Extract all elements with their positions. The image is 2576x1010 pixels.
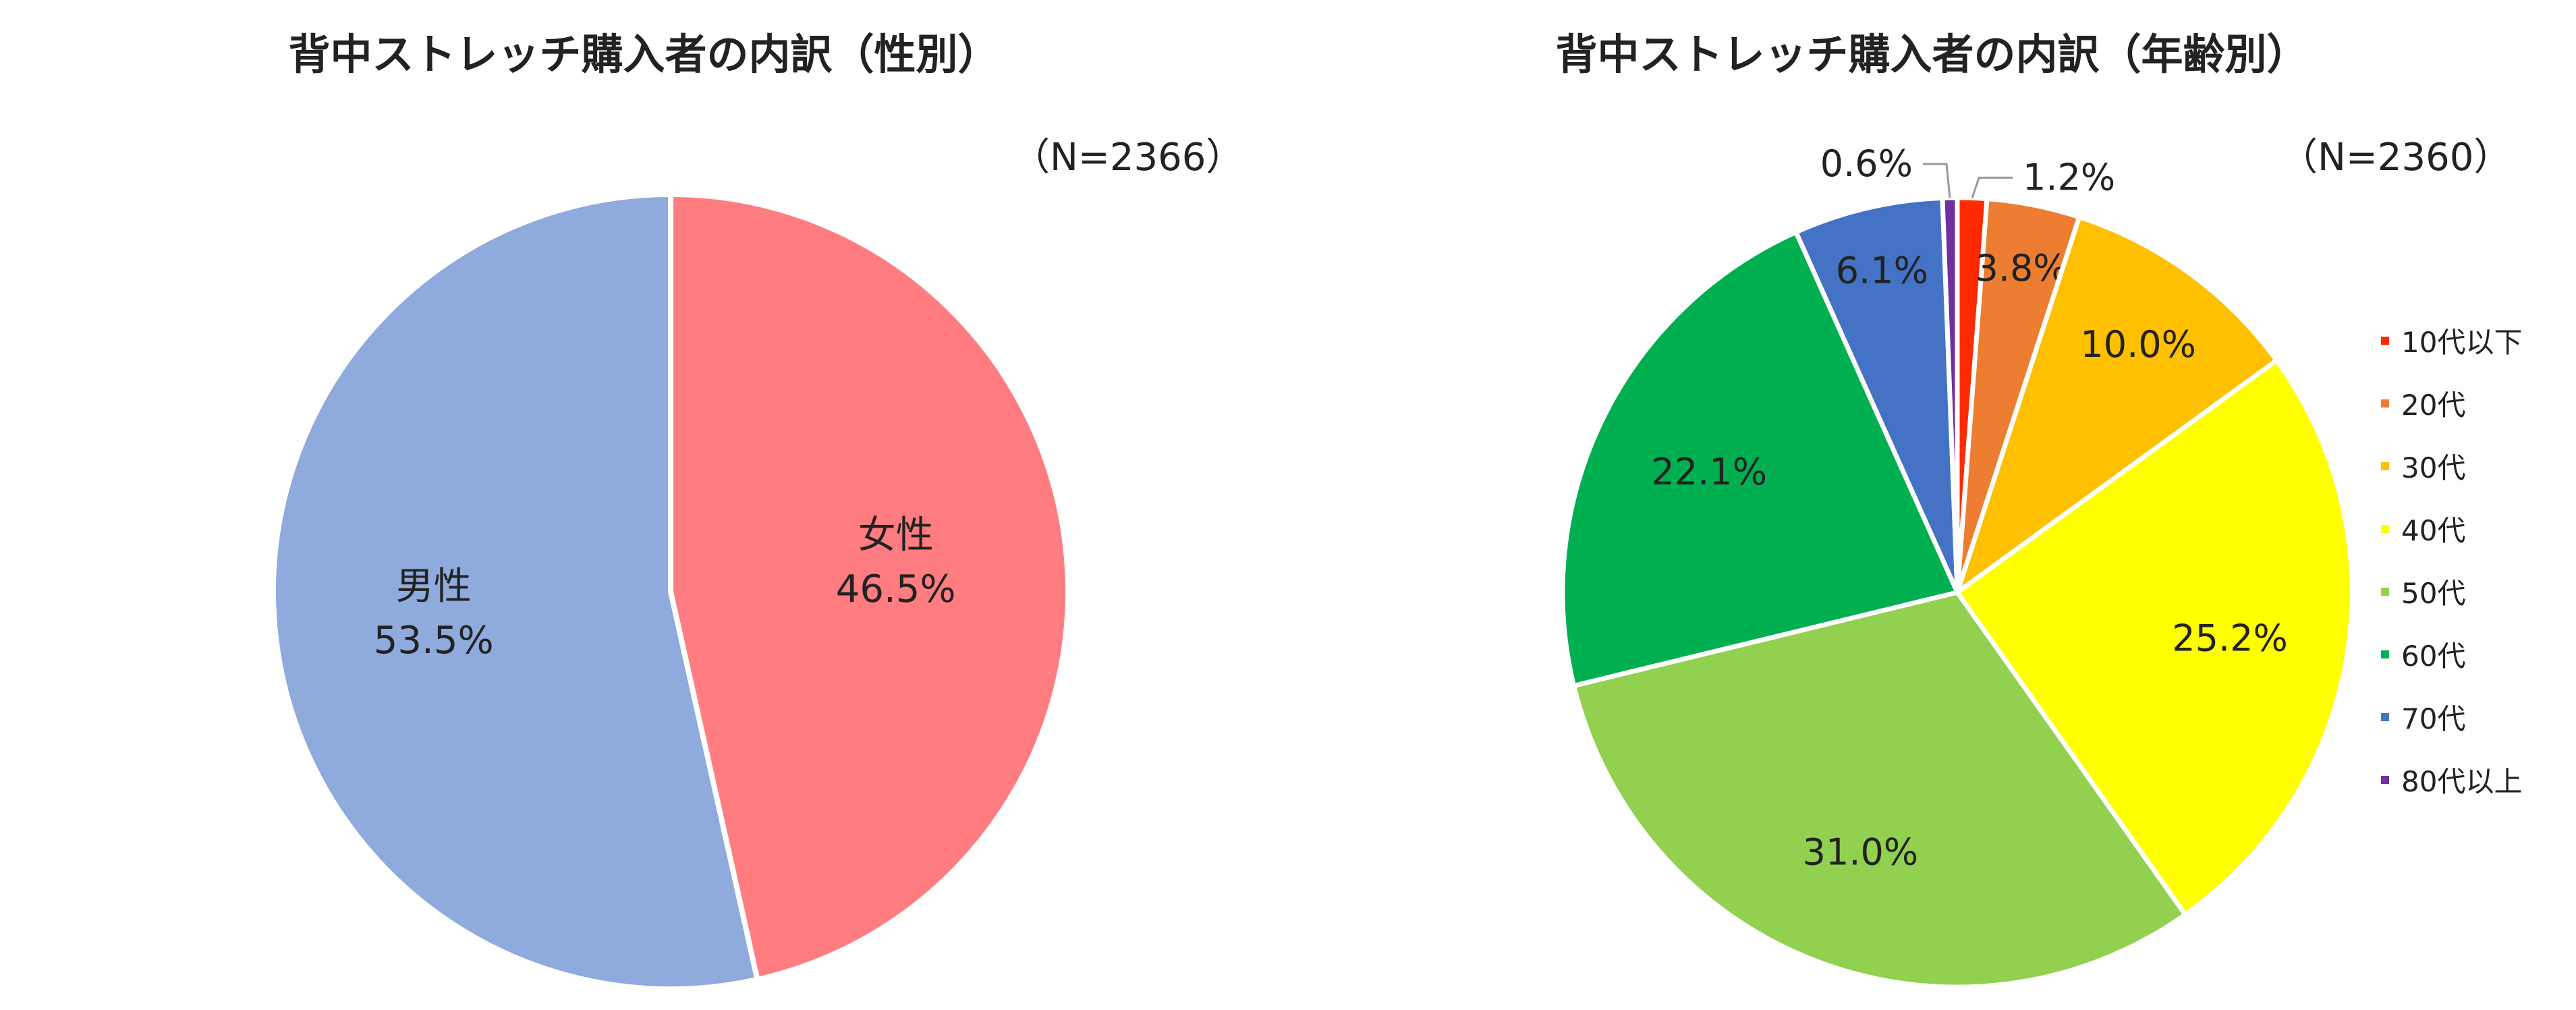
gender-pie-chart: 背中ストレッチ購入者の内訳（性別） （N=2366） 女性 46.5% 男性 53.5…: [270, 30, 1244, 992]
legend-label: 50代: [2401, 577, 2466, 610]
legend-swatch: [2381, 650, 2389, 658]
legend-item: 80代以上: [2381, 748, 2522, 811]
legend-label: 30代: [2401, 451, 2466, 484]
slice-value-label: 0.6%: [1820, 142, 1913, 185]
legend-item: 30代: [2381, 434, 2522, 497]
legend-item: 40代: [2381, 497, 2522, 560]
slice-value-label: 31.0%: [1803, 831, 1919, 874]
legend-label: 60代: [2401, 640, 2466, 673]
legend-item: 60代: [2381, 623, 2522, 685]
legend-swatch: [2381, 524, 2389, 533]
legend-label: 40代: [2401, 514, 2466, 547]
slice-value-label: 22.1%: [1651, 451, 1767, 493]
pie-slice-male: [270, 192, 760, 992]
legend: 10代以下 20代 30代 40代 50代 60代 70代 80代以上: [2381, 309, 2522, 811]
slice-category-label: 女性: [858, 513, 934, 557]
leader-line: [1971, 176, 2013, 198]
chart-title: 背中ストレッチ購入者の内訳（年齢別）: [1555, 30, 2309, 79]
slice-value-label: 53.5%: [374, 619, 494, 663]
slice-value-label: 25.2%: [2172, 617, 2288, 660]
chart-title: 背中ストレッチ購入者の内訳（性別）: [288, 30, 1000, 79]
pie-slice-30代: [1955, 215, 2279, 595]
slice-value-label: 3.8%: [1976, 247, 2068, 289]
pie-slice-female: [668, 192, 1071, 982]
legend-swatch: [2381, 461, 2389, 470]
slice-value-label: 1.2%: [2023, 156, 2115, 198]
legend-label: 80代以上: [2401, 765, 2523, 798]
legend-item: 70代: [2381, 685, 2522, 748]
legend-swatch: [2381, 587, 2389, 596]
legend-label: 20代: [2401, 389, 2466, 422]
pie-slice-70代: [1793, 195, 1960, 595]
age-pie-chart: 背中ストレッチ購入者の内訳（年齢別） （N=2360） 1.2% 3.8% 10.0…: [1288, 0, 2576, 1010]
sample-size-note: （N=2366）: [1012, 136, 1244, 179]
gender-pie-svg: 女性 46.5% 男性 53.5%: [270, 192, 1071, 992]
legend-label: 10代以下: [2401, 326, 2523, 359]
legend-item: 50代: [2381, 560, 2522, 623]
legend-swatch: [2381, 399, 2389, 408]
legend-swatch: [2381, 712, 2389, 721]
sample-size-note: （N=2360）: [2280, 136, 2512, 179]
pie-slice-60代: [1560, 229, 1960, 688]
legend-item: 10代以下: [2381, 309, 2522, 372]
slice-value-label: 6.1%: [1836, 249, 1928, 291]
leader-line: [1922, 163, 1951, 198]
legend-swatch: [2381, 775, 2389, 784]
slice-value-label: 10.0%: [2080, 323, 2196, 366]
slice-category-label: 男性: [396, 565, 472, 609]
legend-label: 70代: [2401, 702, 2466, 735]
pie-slice-50代: [1571, 590, 2188, 990]
legend-item: 20代: [2381, 372, 2522, 434]
age-pie-svg: 1.2% 3.8% 10.0% 25.2% 31.0% 22.1% 6.1% 0.6%: [1560, 142, 2355, 990]
pie-slice-80代以上: [1940, 195, 1960, 595]
pie-slice-40代: [1955, 358, 2355, 918]
legend-swatch: [2381, 336, 2389, 345]
slice-value-label: 46.5%: [836, 567, 956, 611]
